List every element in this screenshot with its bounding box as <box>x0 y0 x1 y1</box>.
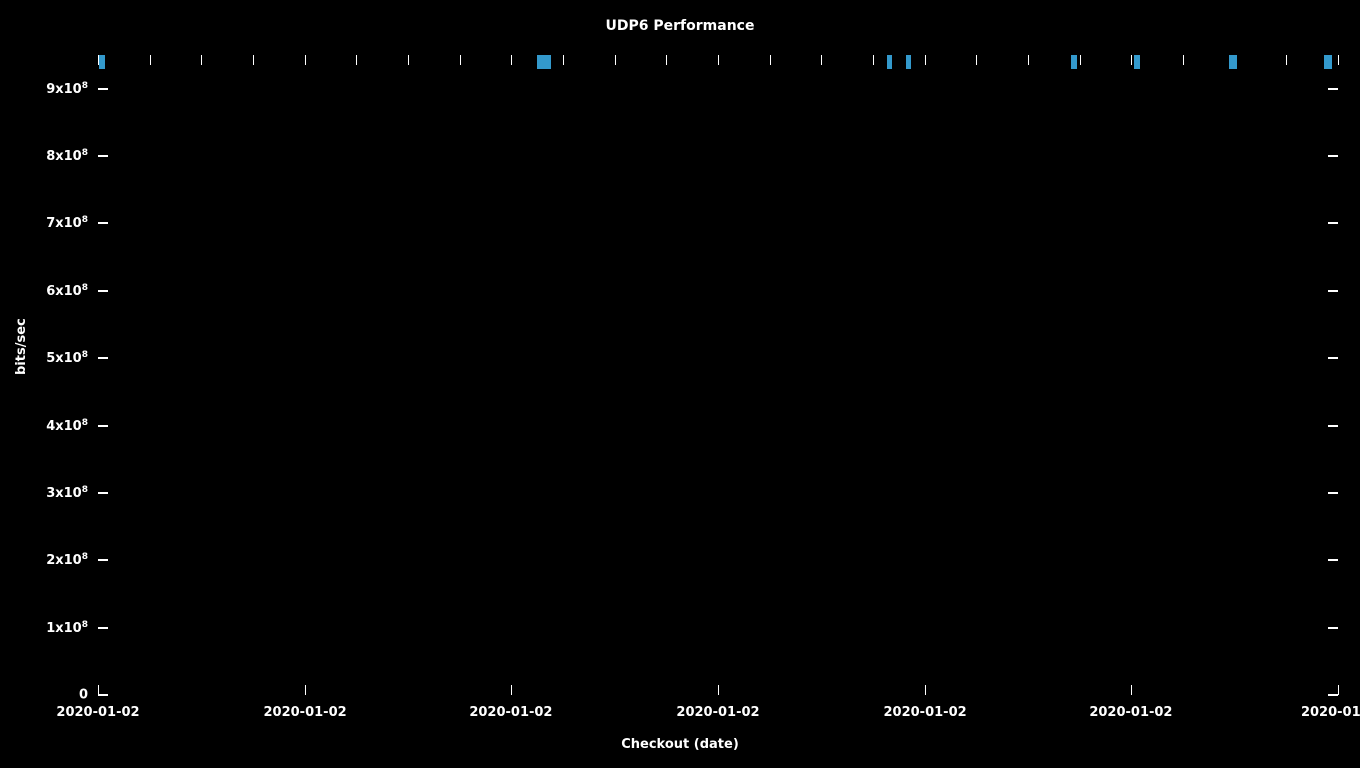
y-tick-label: 8x108 <box>46 148 88 164</box>
y-tick-label: 4x108 <box>46 417 88 433</box>
x-minor-tick <box>1080 55 1081 65</box>
y-tick-mark-left <box>98 222 108 224</box>
x-minor-tick <box>1028 55 1029 65</box>
y-tick-mark-left <box>98 155 108 157</box>
y-tick-mark-right <box>1328 627 1338 629</box>
y-tick-mark-right <box>1328 88 1338 90</box>
y-tick-label: 1x108 <box>46 619 88 635</box>
x-minor-tick <box>925 55 926 65</box>
x-major-tick <box>98 685 99 695</box>
y-tick-label: 6x108 <box>46 283 88 299</box>
x-major-tick <box>1338 685 1339 695</box>
x-minor-tick <box>150 55 151 65</box>
x-major-tick <box>925 685 926 695</box>
x-minor-tick <box>718 55 719 65</box>
x-minor-tick <box>356 55 357 65</box>
data-point <box>1071 55 1077 69</box>
y-axis-label: bits/sec <box>14 318 29 375</box>
x-minor-tick <box>563 55 564 65</box>
x-tick-label: 2020-01-02 <box>676 705 759 720</box>
x-tick-label: 2020-01-02 <box>56 705 139 720</box>
x-major-tick <box>718 685 719 695</box>
y-tick-mark-left <box>98 559 108 561</box>
y-tick-label: 0 <box>79 688 88 703</box>
x-minor-tick <box>201 55 202 65</box>
x-minor-tick <box>1183 55 1184 65</box>
data-point <box>887 55 892 69</box>
y-tick-mark-left <box>98 492 108 494</box>
y-tick-mark-left <box>98 88 108 90</box>
y-tick-mark-left <box>98 357 108 359</box>
y-tick-mark-right <box>1328 425 1338 427</box>
y-tick-label: 3x108 <box>46 485 88 501</box>
x-minor-tick <box>666 55 667 65</box>
x-major-tick <box>1131 685 1132 695</box>
y-tick-mark-left <box>98 627 108 629</box>
x-minor-tick <box>976 55 977 65</box>
y-tick-mark-right <box>1328 357 1338 359</box>
y-tick-mark-right <box>1328 290 1338 292</box>
y-tick-mark-left <box>98 425 108 427</box>
x-major-tick <box>511 685 512 695</box>
x-minor-tick <box>253 55 254 65</box>
x-axis-label: Checkout (date) <box>621 737 739 752</box>
x-minor-tick <box>821 55 822 65</box>
data-point <box>537 55 551 69</box>
x-minor-tick <box>511 55 512 65</box>
x-minor-tick <box>873 55 874 65</box>
x-minor-tick <box>460 55 461 65</box>
x-tick-label: 2020-01-0 <box>1301 705 1360 720</box>
y-tick-mark-right <box>1328 492 1338 494</box>
y-tick-mark-right <box>1328 222 1338 224</box>
x-tick-label: 2020-01-02 <box>1089 705 1172 720</box>
y-tick-mark-left <box>98 694 108 696</box>
x-minor-tick <box>1286 55 1287 65</box>
x-tick-label: 2020-01-02 <box>264 705 347 720</box>
x-major-tick <box>305 685 306 695</box>
y-tick-mark-right <box>1328 694 1338 696</box>
data-point <box>906 55 911 69</box>
y-tick-label: 9x108 <box>46 81 88 97</box>
x-minor-tick <box>408 55 409 65</box>
x-minor-tick <box>1131 55 1132 65</box>
x-tick-label: 2020-01-02 <box>469 705 552 720</box>
data-point <box>1134 55 1140 69</box>
x-minor-tick <box>615 55 616 65</box>
x-minor-tick <box>770 55 771 65</box>
y-tick-mark-right <box>1328 155 1338 157</box>
data-point <box>1324 55 1332 69</box>
x-minor-tick <box>305 55 306 65</box>
plot-area <box>98 55 1338 695</box>
y-tick-label: 5x108 <box>46 350 88 366</box>
y-tick-mark-left <box>98 290 108 292</box>
chart-title: UDP6 Performance <box>606 18 755 34</box>
y-tick-mark-right <box>1328 559 1338 561</box>
x-minor-tick <box>1338 55 1339 65</box>
data-point <box>1229 55 1237 69</box>
y-tick-label: 7x108 <box>46 215 88 231</box>
data-point <box>99 55 105 69</box>
x-tick-label: 2020-01-02 <box>884 705 967 720</box>
y-tick-label: 2x108 <box>46 552 88 568</box>
